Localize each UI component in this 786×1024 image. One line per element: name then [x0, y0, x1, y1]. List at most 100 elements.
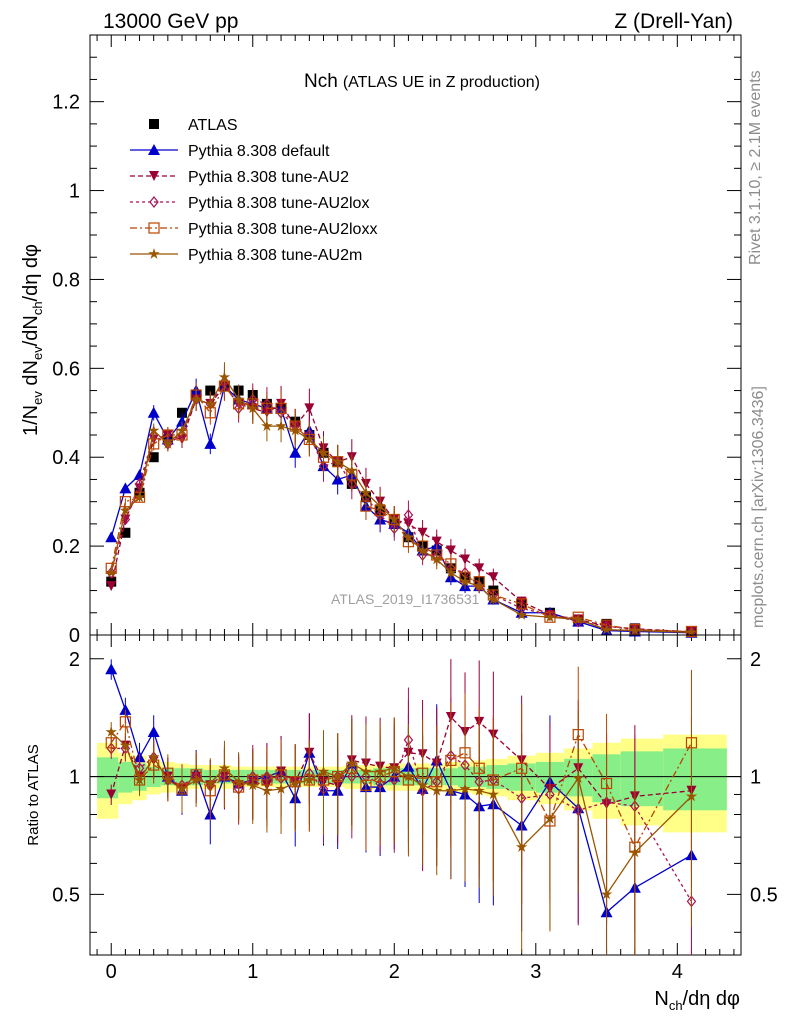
data-point — [190, 393, 202, 405]
ratio-point — [105, 726, 117, 737]
ratio-point — [600, 777, 613, 790]
ratio-point — [516, 762, 528, 774]
y-tick-label: 0.4 — [52, 447, 80, 469]
ratio-point — [232, 775, 245, 787]
header-left: 13000 GeV pp — [103, 10, 238, 33]
data-point — [304, 403, 315, 414]
data-point — [460, 554, 471, 565]
data-point — [403, 509, 414, 521]
data-point — [488, 572, 499, 583]
data-point — [148, 452, 159, 463]
ratio-plot: 0 1 2 3 4 0.5 0.5 1 1 2 2 — [52, 634, 778, 983]
legend-label: Pythia 8.308 tune-AU2lox — [188, 195, 369, 212]
ratio-y-tick-label: 0.5 — [52, 884, 80, 906]
legend: ATLAS Pythia 8.308 default Pythia 8.308 tu… — [130, 117, 377, 264]
data-point — [332, 455, 344, 467]
ratio-point — [133, 774, 146, 785]
ratio-point — [106, 742, 116, 755]
ratio-point — [275, 782, 287, 794]
legend-marker — [148, 222, 160, 234]
ratio-line — [110, 720, 693, 849]
rivet-label: Rivet 3.1.10, ≥ 2.1M events — [747, 70, 764, 265]
data-point — [388, 513, 400, 525]
y-tick-label: 0.6 — [52, 358, 80, 380]
data-point — [572, 613, 584, 625]
ratio-y-tick-label-right: 1 — [750, 767, 761, 789]
mcplots-label-text: mcplots.cern.ch [arXiv:1306.3436] — [750, 386, 767, 628]
data-point — [303, 433, 316, 445]
data-point — [232, 393, 245, 405]
ratio-point — [332, 770, 344, 782]
data-point — [416, 544, 429, 556]
rivet-label-text: Rivet 3.1.10, ≥ 2.1M events — [747, 70, 764, 265]
legend-entry: Pythia 8.308 default — [130, 143, 330, 160]
legend-marker — [149, 119, 159, 129]
main-plot: 0 0.2 0.4 0.6 0.8 1 1.2 — [52, 34, 742, 955]
main-title-text: Nch — [304, 71, 338, 92]
mcplots-label: mcplots.cern.ch [arXiv:1306.3436] — [750, 386, 767, 628]
legend-label: ATLAS — [188, 117, 238, 134]
data-point — [402, 531, 415, 543]
data-point — [515, 609, 528, 620]
data-point — [120, 513, 131, 526]
ratio-point — [176, 782, 188, 794]
ratio-point — [317, 765, 330, 777]
legend-marker — [148, 248, 160, 259]
legend-label: Pythia 8.308 default — [188, 143, 330, 160]
data-point — [445, 545, 456, 556]
ratio-point — [119, 739, 132, 751]
svg-text:Nch/dη dφ: Nch/dη dφ — [654, 988, 740, 1013]
legend-label: Pythia 8.308 tune-AU2m — [188, 247, 362, 264]
series-line — [110, 385, 692, 633]
data-point — [289, 424, 301, 436]
ratio-band-inner — [620, 751, 664, 807]
ratio-point — [515, 841, 528, 852]
data-point — [516, 598, 528, 610]
watermark: ATLAS_2019_I1736531 — [331, 591, 480, 607]
data-point — [473, 580, 485, 591]
data-point — [204, 397, 216, 409]
data-point — [105, 566, 117, 578]
ratio-point — [416, 779, 429, 791]
svg-text:Nch(ATLAS UE in Z production): Nch (ATLAS UE in Z production) — [304, 71, 540, 92]
data-point — [247, 402, 259, 414]
y-tick-label: 1.2 — [52, 92, 80, 114]
ratio-band-inner — [663, 748, 727, 811]
data-point — [261, 420, 273, 431]
main-subtitle-text: (ATLAS UE in Z production) — [343, 74, 540, 91]
series-line — [110, 375, 692, 633]
ratio-point — [473, 784, 485, 796]
ratio-y-tick-label-right: 2 — [750, 649, 761, 671]
legend-label: Pythia 8.308 tune-AU2 — [188, 169, 349, 186]
data-point — [629, 624, 641, 636]
legend-entry: Pythia 8.308 tune-AU2lox — [130, 195, 369, 212]
ratio-point — [247, 779, 259, 791]
ratio-point — [402, 770, 415, 782]
data-point — [148, 424, 160, 436]
ratio-y-tick-label-right: 0.5 — [750, 884, 778, 906]
y-tick-label: 0.8 — [52, 269, 80, 291]
ratio-point — [544, 812, 556, 824]
data-point — [474, 563, 485, 574]
data-point — [218, 371, 231, 383]
ratio-point — [147, 725, 160, 737]
data-point — [317, 446, 330, 458]
ratio-point — [106, 789, 117, 800]
ratio-y-axis-title-text: Ratio to ATLAS — [25, 744, 42, 845]
data-point — [275, 420, 287, 431]
data-point — [374, 500, 386, 511]
ratio-point — [148, 751, 160, 763]
legend-entry: Pythia 8.308 tune-AU2m — [130, 247, 362, 264]
ratio-band-inner — [97, 757, 119, 799]
legend-entry: Pythia 8.308 tune-AU2 — [130, 169, 349, 186]
data-point — [487, 593, 499, 605]
ratio-point — [629, 846, 641, 858]
data-point — [572, 611, 584, 623]
ratio-y-tick-label: 2 — [69, 649, 80, 671]
ratio-point — [261, 784, 273, 796]
ratio-point — [218, 762, 231, 774]
data-point — [205, 385, 216, 396]
x-tick-label: 3 — [530, 961, 541, 983]
ratio-point — [374, 765, 386, 777]
